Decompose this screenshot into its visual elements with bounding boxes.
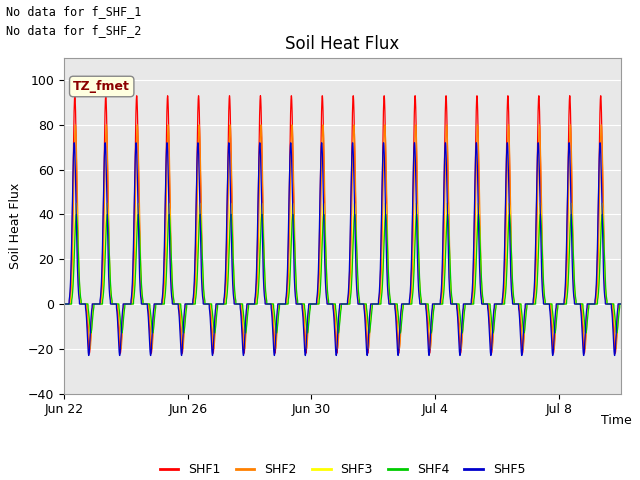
Text: TZ_fmet: TZ_fmet	[74, 80, 130, 93]
Legend: SHF1, SHF2, SHF3, SHF4, SHF5: SHF1, SHF2, SHF3, SHF4, SHF5	[154, 458, 531, 480]
Text: No data for f_SHF_2: No data for f_SHF_2	[6, 24, 142, 37]
Y-axis label: Soil Heat Flux: Soil Heat Flux	[10, 182, 22, 269]
Title: Soil Heat Flux: Soil Heat Flux	[285, 35, 399, 53]
Text: No data for f_SHF_1: No data for f_SHF_1	[6, 5, 142, 18]
X-axis label: Time: Time	[601, 414, 632, 427]
